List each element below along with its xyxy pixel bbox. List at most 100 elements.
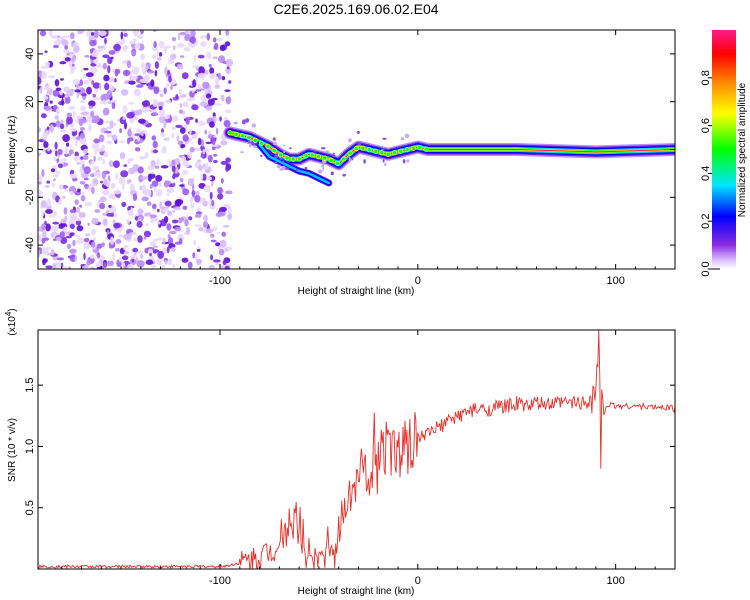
noise-blob bbox=[83, 67, 89, 71]
noise-blob bbox=[224, 89, 231, 92]
noise-blob bbox=[48, 30, 53, 37]
ridge-speck bbox=[400, 137, 405, 141]
noise-blob bbox=[184, 30, 189, 34]
noise-blob bbox=[75, 138, 78, 147]
noise-blob bbox=[108, 50, 116, 55]
noise-blob bbox=[152, 140, 158, 149]
ridge-dot bbox=[315, 154, 322, 160]
noise-blob bbox=[121, 201, 127, 207]
noise-blob bbox=[156, 208, 160, 213]
noise-blob bbox=[96, 252, 101, 259]
noise-blob bbox=[171, 159, 176, 167]
noise-blob bbox=[108, 204, 112, 208]
spectrogram-panel: -100 0 100 -40 -20 0 20 40 Height of straight l… bbox=[7, 29, 676, 297]
noise-blob bbox=[222, 260, 227, 266]
noise-blob bbox=[200, 41, 207, 47]
ridge-dot bbox=[385, 151, 391, 157]
noise-blob bbox=[158, 115, 166, 124]
noise-blob bbox=[40, 200, 47, 209]
noise-blob bbox=[80, 195, 86, 202]
noise-blob bbox=[48, 75, 56, 79]
noise-blob bbox=[207, 154, 213, 163]
colorbar-ticks: 0.0 0.2 0.4 0.6 0.8 bbox=[700, 70, 720, 277]
noise-blob bbox=[71, 43, 74, 48]
noise-blob bbox=[171, 115, 179, 122]
noise-blob bbox=[45, 130, 49, 136]
noise-blob bbox=[160, 132, 166, 138]
noise-blob bbox=[193, 54, 197, 62]
noise-blob bbox=[132, 30, 140, 35]
noise-blob bbox=[104, 82, 110, 91]
ridge-speck bbox=[249, 139, 252, 143]
noise-blob bbox=[204, 147, 211, 153]
noise-blob bbox=[75, 115, 84, 120]
noise-blob bbox=[54, 115, 59, 120]
noise-blob bbox=[123, 251, 130, 255]
noise-blob bbox=[97, 156, 103, 162]
y-tick-label: 40 bbox=[24, 48, 36, 60]
noise-blob bbox=[120, 89, 129, 96]
noise-blob bbox=[212, 259, 221, 263]
noise-blob bbox=[181, 156, 187, 163]
noise-blob bbox=[168, 158, 171, 165]
noise-blob bbox=[110, 236, 114, 245]
ridge-dot bbox=[404, 147, 410, 153]
noise-blob bbox=[212, 56, 219, 60]
noise-blob bbox=[40, 205, 43, 209]
noise-blob bbox=[161, 148, 165, 154]
noise-blob bbox=[87, 115, 93, 123]
noise-blob bbox=[94, 149, 98, 156]
snr-panel: -100 0 100 0.5 1.0 1.5 Height of straight lin… bbox=[4, 308, 676, 597]
noise-blob bbox=[66, 112, 73, 118]
ridge-dot bbox=[296, 156, 303, 162]
noise-blob bbox=[149, 253, 152, 257]
noise-blob bbox=[191, 133, 198, 140]
noise-blob bbox=[159, 201, 163, 209]
noise-blob bbox=[109, 85, 115, 92]
noise-blob bbox=[137, 166, 144, 174]
noise-blob bbox=[197, 164, 203, 171]
noise-blob bbox=[122, 182, 125, 191]
noise-blob bbox=[135, 84, 144, 88]
noise-blob bbox=[103, 178, 108, 186]
noise-blob bbox=[181, 72, 189, 80]
noise-blob bbox=[189, 128, 192, 135]
noise-blob bbox=[142, 100, 151, 108]
noise-blob bbox=[39, 87, 43, 94]
noise-blob bbox=[152, 245, 159, 249]
ridge-dot bbox=[410, 145, 417, 151]
noise-blob bbox=[167, 69, 171, 75]
noise-blob bbox=[74, 217, 83, 222]
ridge-dot bbox=[360, 145, 366, 151]
noise-blob bbox=[103, 74, 110, 82]
noise-blob bbox=[209, 73, 217, 78]
noise-blob bbox=[120, 31, 124, 40]
noise-blob bbox=[152, 203, 157, 210]
noise-blob bbox=[106, 90, 113, 99]
noise-blob bbox=[198, 66, 205, 75]
ridge-speck bbox=[348, 138, 352, 143]
ridge-speck bbox=[351, 158, 354, 161]
noise-blob bbox=[75, 85, 80, 89]
y-tick-label: 1.0 bbox=[24, 439, 36, 454]
noise-blob bbox=[38, 174, 43, 182]
noise-blob bbox=[84, 201, 92, 207]
noise-blob bbox=[141, 61, 145, 69]
noise-blob bbox=[219, 206, 227, 212]
noise-blob bbox=[41, 247, 49, 255]
noise-blob bbox=[113, 222, 121, 229]
ridge-speck bbox=[406, 159, 410, 163]
noise-blob bbox=[208, 264, 215, 269]
noise-blob bbox=[176, 63, 184, 70]
noise-blob bbox=[99, 82, 102, 91]
noise-blob bbox=[208, 63, 212, 68]
noise-blob bbox=[102, 54, 110, 59]
noise-blob bbox=[191, 189, 195, 198]
noise-blob bbox=[38, 152, 42, 157]
noise-blob bbox=[167, 58, 175, 65]
noise-blob bbox=[69, 209, 77, 214]
noise-blob bbox=[126, 60, 132, 69]
noise-blob bbox=[157, 250, 164, 259]
noise-blob bbox=[143, 230, 151, 238]
noise-blob bbox=[107, 65, 111, 74]
